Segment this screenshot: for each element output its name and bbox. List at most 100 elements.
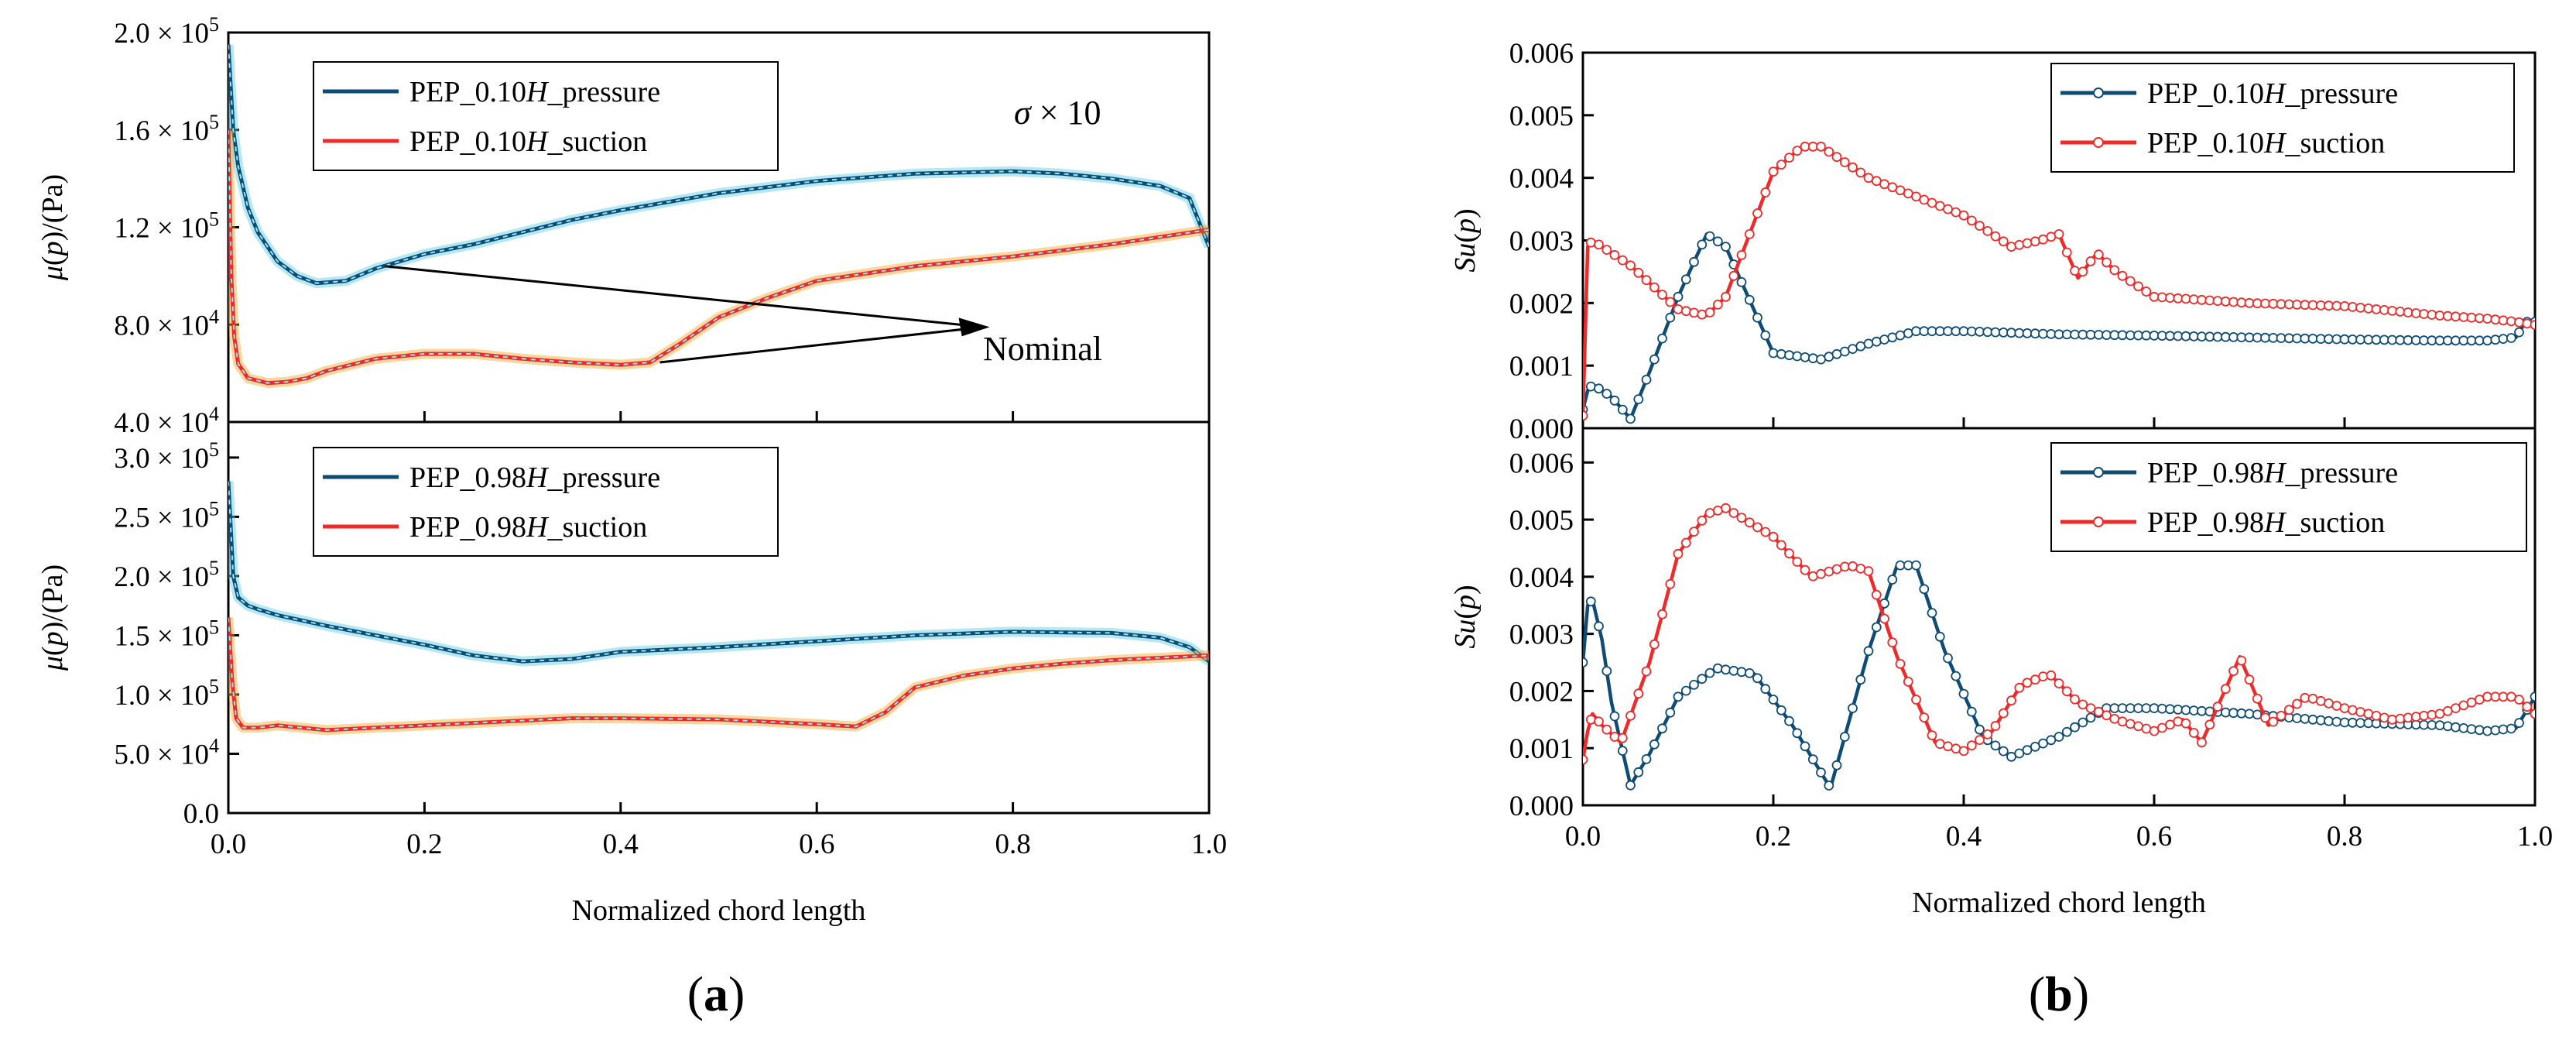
series-nominal-pep-0-10h-suction (228, 129, 1209, 384)
series-marker-pep-0-10h-pressure (1784, 350, 1794, 361)
legend-text: _pressure (546, 76, 660, 108)
series-marker-pep-0-98h-suction (1697, 515, 1708, 526)
series-marker-pep-0-98h-suction (2054, 678, 2064, 688)
series-marker-pep-0-10h-pressure (1617, 404, 1628, 415)
series-marker-pep-0-10h-suction (1689, 307, 1699, 318)
series-marker-pep-0-98h-suction (2300, 692, 2311, 703)
series-marker-pep-0-98h-suction (1831, 564, 1842, 575)
legend-text: PEP_0.10 (409, 76, 526, 108)
series-marker-pep-0-98h-pressure (2331, 716, 2342, 727)
y-tick-exponent: 5 (209, 557, 219, 579)
series-marker-pep-0-98h-suction (1673, 548, 1684, 559)
x-tick-label: 0.2 (406, 829, 442, 860)
sigma-symbol: σ (1014, 94, 1033, 132)
series-marker-pep-0-98h-pressure (1839, 732, 1850, 742)
series-marker-pep-0-98h-suction (1641, 666, 1652, 677)
series-marker-pep-0-10h-suction (1776, 160, 1786, 170)
series-marker-pep-0-10h-suction (2371, 304, 2382, 314)
series-marker-pep-0-10h-suction (2522, 318, 2533, 329)
series-marker-pep-0-98h-suction (2260, 712, 2270, 723)
series-nominal-pep-0-10h-pressure (228, 44, 1209, 284)
series-marker-pep-0-10h-pressure (2490, 335, 2501, 345)
series-marker-pep-0-98h-suction (2244, 674, 2255, 685)
series-marker-pep-0-98h-suction (1990, 721, 2001, 731)
series-marker-pep-0-10h-pressure (1848, 344, 1858, 355)
series-marker-pep-0-10h-suction (2085, 256, 2096, 266)
series-marker-pep-0-10h-suction (1744, 228, 1755, 239)
series-marker-pep-0-98h-pressure (2419, 719, 2429, 730)
y-tick-label: 0.000 (1509, 413, 1574, 445)
y-tick-times: × 10 (150, 310, 209, 341)
series-marker-pep-0-98h-pressure (2038, 738, 2048, 749)
y-tick-label: 0.0 (183, 798, 219, 830)
x-tick-label: 0.6 (2136, 821, 2172, 853)
series-marker-pep-0-10h-pressure (1665, 312, 1676, 323)
y-tick-times: × 10 (150, 18, 209, 50)
legend-box (313, 447, 779, 557)
legend-text: PEP_0.98 (409, 511, 526, 544)
series-marker-pep-0-98h-suction (1736, 513, 1747, 523)
series-marker-pep-0-98h-suction (2228, 666, 2239, 676)
series-marker-pep-0-98h-pressure (1697, 674, 1708, 684)
y-axis-label: μ(p)/(Pa) (36, 174, 69, 281)
series-marker-pep-0-10h-pressure (2506, 333, 2516, 343)
series-marker-pep-0-10h-pressure (1744, 294, 1755, 305)
ylabel-su: Su (1449, 619, 1482, 649)
y-tick-mantissa: 4.0 (114, 407, 149, 439)
x-tick-label: 0.2 (1756, 821, 1791, 853)
x-tick-value: 0.4 (603, 829, 639, 860)
series-marker-pep-0-98h-suction (1594, 716, 1604, 727)
series-marker-pep-0-98h-suction (2133, 721, 2143, 732)
series-marker-pep-0-98h-pressure (2180, 705, 2191, 715)
series-marker-pep-0-10h-suction (2197, 294, 2207, 305)
series-marker-pep-0-98h-suction (2022, 678, 2033, 688)
series-marker-pep-0-98h-pressure (1609, 711, 1620, 722)
y-tick-value: 0.000 (1509, 791, 1574, 822)
ylabel-mu: μ (36, 656, 69, 671)
series-marker-pep-0-10h-suction (2006, 242, 2016, 252)
series-marker-pep-0-10h-suction (2498, 315, 2509, 326)
y-axis-label: Su(p) (1449, 208, 1482, 272)
series-marker-pep-0-10h-suction (2307, 300, 2318, 310)
series-marker-pep-0-10h-suction (2180, 293, 2191, 304)
series-marker-pep-0-98h-suction (2078, 699, 2088, 710)
series-marker-pep-0-98h-pressure (2474, 725, 2485, 736)
series-marker-pep-0-98h-suction (2363, 708, 2374, 719)
series-marker-pep-0-98h-pressure (1848, 703, 1858, 713)
series-marker-pep-0-10h-suction (1966, 215, 1977, 226)
ylabel-p: p (1449, 595, 1482, 612)
y-tick-label: 1.6 × 105 (114, 111, 219, 147)
plot-frame (1581, 427, 2537, 807)
x-axis-label-text: Normalized chord length (572, 894, 866, 927)
x-tick-value: 0.6 (2136, 821, 2172, 853)
series-marker-pep-0-10h-suction (1594, 239, 1604, 250)
series-marker-pep-0-98h-pressure (1680, 685, 1691, 696)
series-marker-pep-0-10h-pressure (1831, 348, 1842, 359)
y-tick-mantissa: 8.0 (114, 310, 149, 341)
series-marker-pep-0-98h-pressure (2078, 717, 2088, 728)
series-marker-pep-0-10h-suction (1760, 187, 1771, 197)
plot-area (228, 481, 1209, 736)
legend-text: _suction (2284, 127, 2385, 160)
panel-label-paren: ( (687, 966, 704, 1021)
series-marker-pep-0-98h-pressure (2514, 718, 2524, 728)
legend-text-h: H (2263, 506, 2287, 539)
series-marker-pep-0-10h-pressure (1800, 352, 1810, 362)
series-marker-pep-0-98h-pressure (1673, 691, 1684, 702)
y-tick-exponent: 4 (209, 403, 219, 425)
series-marker-pep-0-98h-pressure (1641, 754, 1652, 764)
y-tick-value: 0.005 (1509, 101, 1574, 132)
series-marker-pep-0-98h-pressure (1943, 653, 1953, 664)
series-marker-pep-0-10h-suction (2109, 265, 2120, 276)
series-marker-pep-0-10h-suction (1601, 245, 1612, 256)
series-marker-pep-0-98h-pressure (2165, 704, 2175, 715)
x-tick-label: 0.4 (1946, 821, 1982, 853)
series-marker-pep-0-10h-suction (1879, 179, 1889, 190)
series-marker-pep-0-10h-suction (2427, 310, 2437, 320)
x-tick-value: 0.0 (1565, 821, 1601, 853)
y-tick-label: 2.5 × 105 (114, 497, 219, 534)
series-marker-pep-0-10h-pressure (1601, 389, 1612, 399)
y-tick-times: × 10 (150, 443, 209, 475)
series-marker-pep-0-10h-suction (2054, 228, 2064, 239)
